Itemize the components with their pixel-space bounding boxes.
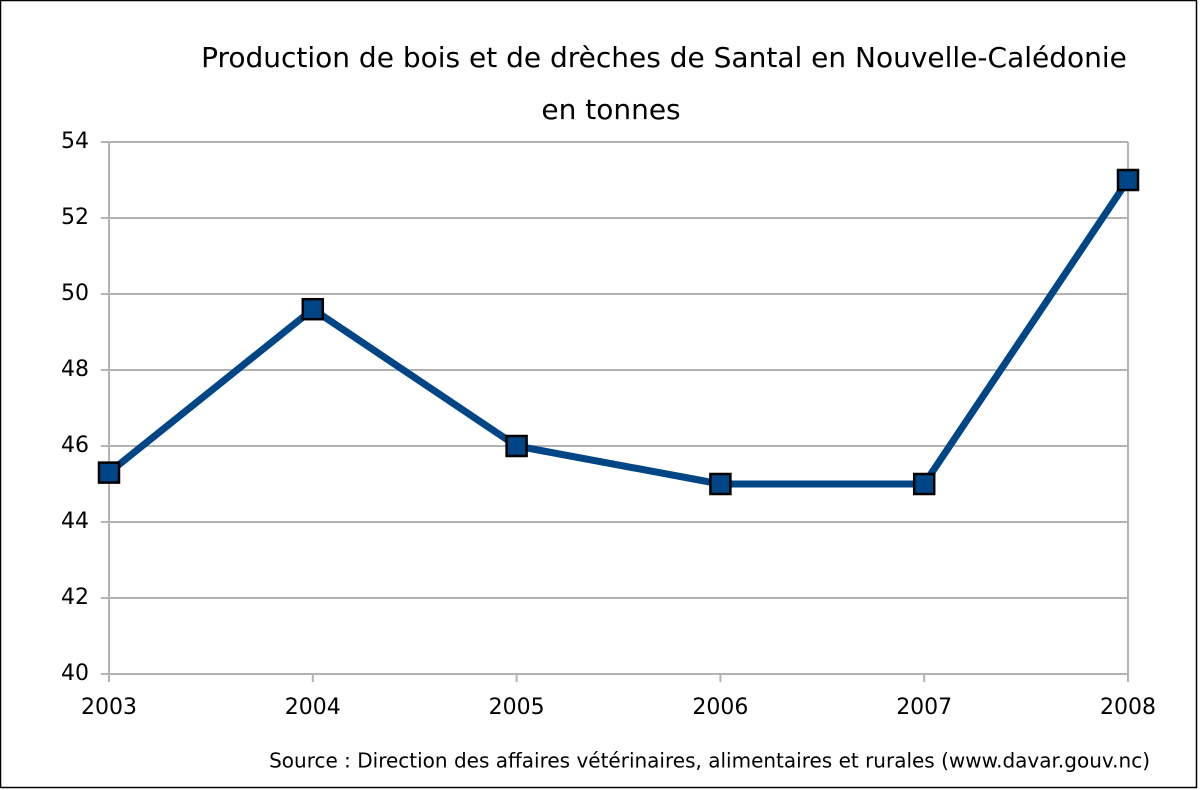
series-line — [106, 178, 1131, 488]
y-tick-label: 50 — [61, 281, 89, 306]
x-tick-label: 2005 — [489, 695, 545, 720]
y-tick-label: 52 — [61, 205, 89, 230]
x-tick-label: 2008 — [1100, 695, 1156, 720]
point-marker — [301, 297, 325, 321]
y-tick-label: 44 — [61, 509, 89, 534]
y-tick-label: 42 — [61, 585, 89, 610]
point-marker — [505, 434, 528, 458]
x-tick-label: 2006 — [692, 695, 748, 720]
chart-subtitle: en tonnes — [541, 93, 680, 126]
y-tick-label: 54 — [61, 129, 89, 154]
x-tick-label: 2003 — [81, 695, 137, 720]
chart-title: Production de bois et de drèches de Sant… — [201, 41, 1127, 74]
point-marker — [709, 472, 732, 496]
point-marker — [97, 461, 121, 484]
y-tick-label: 46 — [61, 433, 89, 458]
point-marker — [912, 472, 936, 496]
x-tick-label: 2007 — [896, 695, 952, 720]
source-note: Source : Direction des affaires vétérina… — [269, 749, 1150, 773]
point-marker — [1116, 168, 1140, 192]
x-tick-label: 2004 — [285, 695, 341, 720]
y-tick-label: 48 — [61, 357, 89, 382]
y-tick-label: 40 — [61, 661, 89, 686]
